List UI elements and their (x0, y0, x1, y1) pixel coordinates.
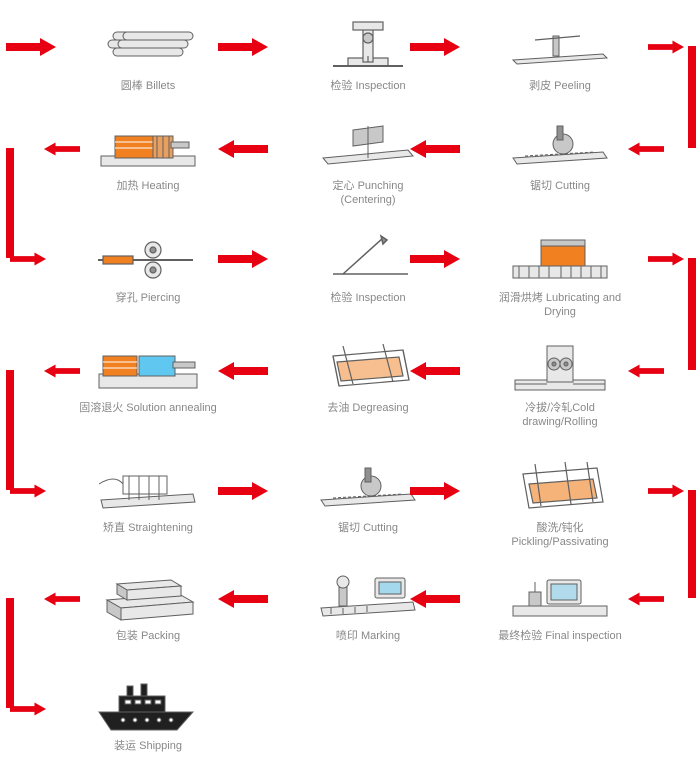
node-straighten: 矫直 Straightening (78, 460, 218, 535)
vstrip-1 (6, 148, 14, 258)
illus-finalinsp (505, 568, 615, 623)
illus-annealing (93, 340, 203, 395)
vstrip-3 (6, 370, 14, 490)
node-finalinsp: 最终检验 Final inspection (490, 568, 630, 643)
arrow-0 (6, 38, 56, 56)
arrow-24 (10, 700, 46, 718)
arrow-22 (218, 590, 268, 608)
illus-colddraw (505, 340, 615, 395)
node-piercing: 穿孔 Piercing (78, 230, 218, 305)
illus-shipping (93, 678, 203, 733)
arrow-23 (44, 590, 80, 608)
node-shipping: 装运 Shipping (78, 678, 218, 753)
illus-punching (313, 118, 423, 173)
illus-cutting1 (505, 118, 615, 173)
arrow-3 (648, 38, 684, 56)
label-pickling: 酸洗/钝化 Pickling/Passivating (490, 521, 630, 550)
illus-pickling (505, 460, 615, 515)
arrow-16 (10, 482, 46, 500)
label-colddraw: 冷拔/冷轧Cold drawing/Rolling (490, 401, 630, 430)
illus-peeling (505, 18, 615, 73)
vstrip-4 (688, 490, 696, 598)
label-straighten: 矫直 Straightening (78, 521, 218, 535)
arrow-6 (218, 140, 268, 158)
arrow-18 (410, 482, 460, 500)
illus-inspection1 (313, 18, 423, 73)
node-punching: 定心 Punching (Centering) (298, 118, 438, 208)
illus-packing (93, 568, 203, 623)
arrow-13 (410, 362, 460, 380)
arrow-20 (628, 590, 664, 608)
arrow-17 (218, 482, 268, 500)
label-cutting2: 锯切 Cutting (298, 521, 438, 535)
label-degreasing: 去油 Degreasing (298, 401, 438, 415)
illus-billets (93, 18, 203, 73)
arrow-2 (410, 38, 460, 56)
label-lubdry: 润滑烘烤 Lubricating and Drying (490, 291, 630, 320)
arrow-8 (10, 250, 46, 268)
illus-straighten (93, 460, 203, 515)
node-lubdry: 润滑烘烤 Lubricating and Drying (490, 230, 630, 320)
illus-piercing (93, 230, 203, 285)
label-punching: 定心 Punching (Centering) (298, 179, 438, 208)
illus-degreasing (313, 340, 423, 395)
label-inspection2: 检验 Inspection (298, 291, 438, 305)
label-finalinsp: 最终检验 Final inspection (490, 629, 630, 643)
arrow-14 (218, 362, 268, 380)
node-packing: 包装 Packing (78, 568, 218, 643)
illus-cutting2 (313, 460, 423, 515)
arrow-5 (410, 140, 460, 158)
label-shipping: 装运 Shipping (78, 739, 218, 753)
illus-lubdry (505, 230, 615, 285)
label-packing: 包装 Packing (78, 629, 218, 643)
label-annealing: 固溶退火 Solution annealing (78, 401, 218, 415)
arrow-21 (410, 590, 460, 608)
node-annealing: 固溶退火 Solution annealing (78, 340, 218, 415)
arrow-10 (410, 250, 460, 268)
arrow-11 (648, 250, 684, 268)
arrow-9 (218, 250, 268, 268)
label-inspection1: 检验 Inspection (298, 79, 438, 93)
arrow-19 (648, 482, 684, 500)
node-colddraw: 冷拔/冷轧Cold drawing/Rolling (490, 340, 630, 430)
illus-heating (93, 118, 203, 173)
node-heating: 加热 Heating (78, 118, 218, 193)
illus-marking (313, 568, 423, 623)
label-cutting1: 锯切 Cutting (490, 179, 630, 193)
label-marking: 喷印 Marking (298, 629, 438, 643)
label-billets: 圆棒 Billets (78, 79, 218, 93)
vstrip-2 (688, 258, 696, 370)
arrow-15 (44, 362, 80, 380)
label-peeling: 剥皮 Peeling (490, 79, 630, 93)
arrow-12 (628, 362, 664, 380)
illus-inspection2 (313, 230, 423, 285)
node-billets: 圆棒 Billets (78, 18, 218, 93)
vstrip-5 (6, 598, 14, 708)
label-piercing: 穿孔 Piercing (78, 291, 218, 305)
node-cutting1: 锯切 Cutting (490, 118, 630, 193)
vstrip-0 (688, 46, 696, 148)
arrow-7 (44, 140, 80, 158)
node-peeling: 剥皮 Peeling (490, 18, 630, 93)
node-pickling: 酸洗/钝化 Pickling/Passivating (490, 460, 630, 550)
arrow-4 (628, 140, 664, 158)
label-heating: 加热 Heating (78, 179, 218, 193)
arrow-1 (218, 38, 268, 56)
